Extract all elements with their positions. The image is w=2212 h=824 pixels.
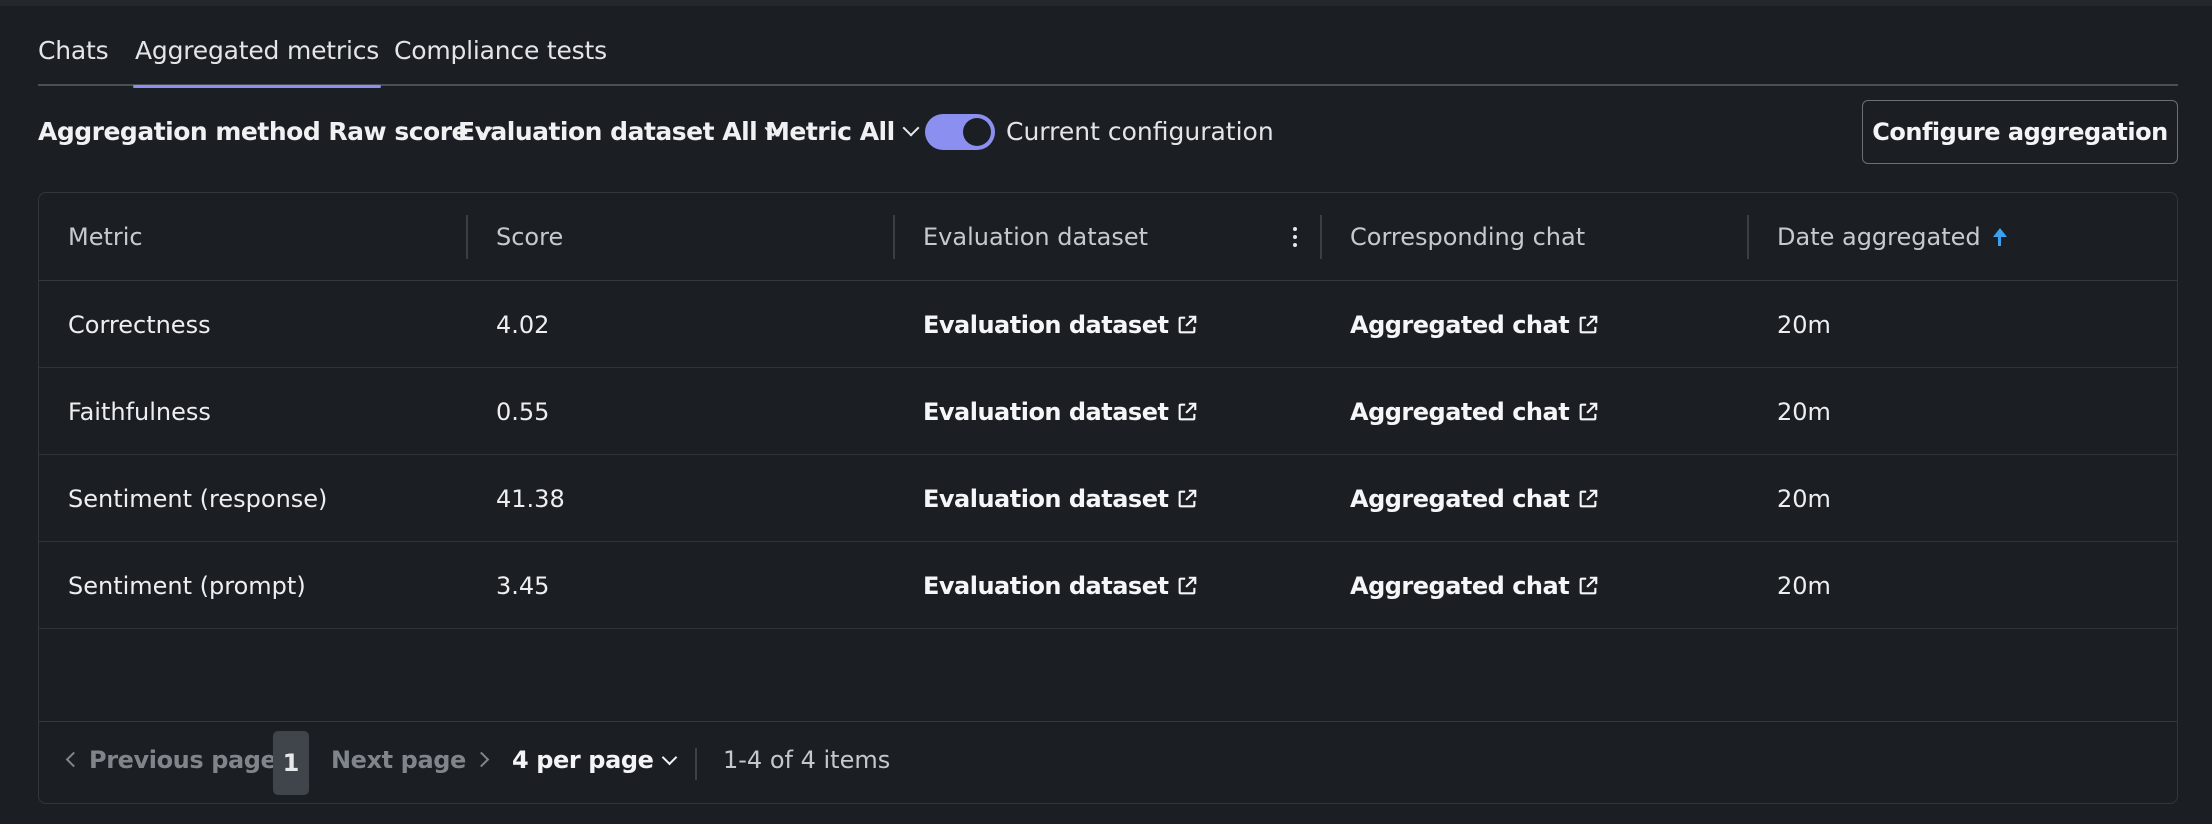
evaluation-dataset-link-label: Evaluation dataset [923, 571, 1169, 600]
aggregated-chat-link[interactable]: Aggregated chat [1350, 281, 1599, 368]
evaluation-dataset-dropdown[interactable]: Evaluation dataset All [458, 117, 782, 146]
table-row: Faithfulness 0.55 Evaluation dataset Agg… [39, 368, 2177, 455]
score-cell: 0.55 [496, 397, 550, 426]
metrics-table: Metric Score Evaluation dataset Correspo… [38, 192, 2178, 804]
evaluation-dataset-link-label: Evaluation dataset [923, 397, 1169, 426]
column-resize-handle[interactable] [893, 215, 895, 259]
per-page-dropdown[interactable]: 4 per page [512, 746, 677, 774]
evaluation-dataset-link[interactable]: Evaluation dataset [923, 368, 1198, 455]
current-configuration-label: Current configuration [1006, 117, 1274, 146]
external-link-icon [1179, 576, 1197, 594]
date-cell: 20m [1777, 484, 1831, 513]
chevron-right-icon [473, 751, 490, 768]
evaluation-dataset-link-label: Evaluation dataset [923, 310, 1169, 339]
external-link-icon [1179, 315, 1197, 333]
aggregated-chat-link-label: Aggregated chat [1350, 571, 1570, 600]
column-header-score: Score [496, 223, 564, 251]
date-cell: 20m [1777, 397, 1831, 426]
table-header: Metric Score Evaluation dataset Correspo… [39, 193, 2177, 281]
aggregated-chat-link-label: Aggregated chat [1350, 484, 1570, 513]
aggregated-chat-link[interactable]: Aggregated chat [1350, 368, 1599, 455]
external-link-icon [1179, 489, 1197, 507]
metric-cell: Faithfulness [68, 397, 211, 426]
metric-dropdown[interactable]: Metric All [765, 117, 920, 146]
date-cell: 20m [1777, 310, 1831, 339]
tab-compliance-tests[interactable]: Compliance tests [394, 36, 607, 65]
column-resize-handle[interactable] [1747, 215, 1749, 259]
date-cell: 20m [1777, 571, 1831, 600]
evaluation-dataset-link-label: Evaluation dataset [923, 484, 1169, 513]
toggle-knob [963, 118, 991, 146]
aggregated-chat-link-label: Aggregated chat [1350, 397, 1570, 426]
column-header-evaluation-dataset: Evaluation dataset [923, 223, 1148, 251]
aggregated-chat-link-label: Aggregated chat [1350, 310, 1570, 339]
page-number-current[interactable]: 1 [273, 731, 309, 795]
score-cell: 4.02 [496, 310, 550, 339]
score-cell: 41.38 [496, 484, 565, 513]
chevron-down-icon [661, 749, 677, 766]
column-header-metric: Metric [68, 223, 143, 251]
external-link-icon [1579, 576, 1598, 594]
external-link-icon [1179, 402, 1197, 420]
aggregation-method-dropdown[interactable]: Aggregation method Raw score [38, 117, 493, 146]
external-link-icon [1579, 315, 1598, 333]
chevron-left-icon [65, 751, 82, 768]
evaluation-dataset-link[interactable]: Evaluation dataset [923, 281, 1198, 368]
column-resize-handle[interactable] [466, 215, 468, 259]
column-header-corresponding-chat: Corresponding chat [1350, 223, 1586, 251]
aggregated-chat-link[interactable]: Aggregated chat [1350, 542, 1599, 629]
external-link-icon [1579, 489, 1598, 507]
metric-cell: Sentiment (prompt) [68, 571, 306, 600]
filter-toolbar: Aggregation method Raw score Evaluation … [38, 100, 2178, 164]
score-cell: 3.45 [496, 571, 550, 600]
metric-cell: Correctness [68, 310, 211, 339]
next-page-label: Next page [331, 746, 466, 774]
metric-label: Metric All [765, 117, 895, 146]
evaluation-dataset-link[interactable]: Evaluation dataset [923, 542, 1198, 629]
column-resize-handle[interactable] [1320, 215, 1322, 259]
current-configuration-toggle[interactable] [925, 114, 995, 150]
date-aggregated-label: Date aggregated [1777, 223, 1981, 251]
top-bar [0, 0, 2212, 6]
configure-aggregation-button[interactable]: Configure aggregation [1862, 100, 2178, 164]
metric-cell: Sentiment (response) [68, 484, 328, 513]
table-row: Sentiment (prompt) 3.45 Evaluation datas… [39, 542, 2177, 629]
per-page-label: 4 per page [512, 746, 654, 774]
aggregated-chat-link[interactable]: Aggregated chat [1350, 455, 1599, 542]
sort-ascending-icon [1992, 228, 2007, 248]
aggregation-method-label: Aggregation method Raw score [38, 117, 469, 146]
table-row: Correctness 4.02 Evaluation dataset Aggr… [39, 281, 2177, 368]
item-count: 1-4 of 4 items [723, 746, 891, 774]
external-link-icon [1579, 402, 1598, 420]
evaluation-dataset-link[interactable]: Evaluation dataset [923, 455, 1198, 542]
column-menu-icon[interactable] [1292, 227, 1298, 249]
previous-page-label: Previous page [89, 746, 277, 774]
previous-page-button[interactable]: Previous page [65, 746, 277, 774]
tab-aggregated-metrics[interactable]: Aggregated metrics [132, 36, 382, 88]
table-row: Sentiment (response) 41.38 Evaluation da… [39, 455, 2177, 542]
next-page-button[interactable]: Next page [331, 746, 490, 774]
divider [695, 748, 697, 780]
tab-chats[interactable]: Chats [38, 36, 109, 65]
chevron-down-icon [902, 119, 920, 137]
tab-bar: Chats Aggregated metrics Compliance test… [38, 0, 2178, 88]
column-header-date-aggregated[interactable]: Date aggregated [1777, 193, 2007, 281]
pagination-bar: Previous page 1 Next page 4 per page 1-4… [39, 721, 2177, 803]
evaluation-dataset-label: Evaluation dataset All [458, 117, 758, 146]
